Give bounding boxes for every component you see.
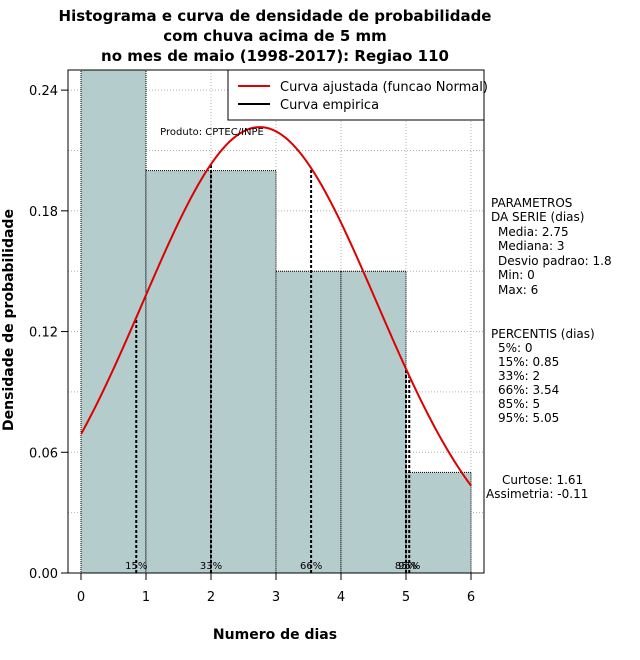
x-tick-label: 3	[272, 590, 280, 605]
chart-title: Histograma e curva de densidade de proba…	[59, 7, 492, 65]
title-line-3: no mes de maio (1998-2017): Regiao 110	[101, 47, 449, 65]
x-tick-label: 1	[142, 590, 150, 605]
y-tick-label: 0.00	[29, 567, 58, 582]
x-tick-label: 5	[402, 590, 410, 605]
y-tick-label: 0.06	[29, 446, 58, 461]
percentis-line: 33%: 2	[498, 369, 540, 383]
parametros-line: Desvio padrao: 1.8	[498, 254, 612, 268]
title-line-1: Histograma e curva de densidade de proba…	[59, 7, 492, 25]
x-tick-label: 0	[77, 590, 85, 605]
legend-box	[227, 69, 485, 121]
y-tick-label: 0.18	[29, 205, 58, 220]
percentis-line: 95%: 5.05	[498, 411, 559, 425]
y-tick-label: 0.24	[29, 84, 58, 99]
histogram-bar	[275, 270, 342, 574]
percentis-block: PERCENTIS (dias) 5%: 0 15%: 0.85 33%: 2 …	[491, 327, 595, 425]
percentile-label: 15%	[125, 561, 147, 572]
y-axis: 0.00 0.06 0.12 0.18 0.24	[29, 84, 69, 582]
percentis-line: 85%: 5	[498, 397, 540, 411]
parametros-line: Mediana: 3	[498, 239, 565, 253]
histogram-bar	[145, 170, 212, 574]
legend-label-normal: Curva ajustada (funcao Normal)	[280, 80, 488, 95]
percentile-label: 85%	[395, 561, 417, 572]
credit-label: Produto: CPTEC/INPE	[160, 127, 264, 138]
kurtosis-label: Curtose: 1.61	[502, 473, 583, 487]
percentile-label: 33%	[200, 561, 222, 572]
x-axis: 0 1 2 3 4 5 6	[77, 572, 475, 605]
x-tick-label: 2	[207, 590, 215, 605]
parametros-line: Media: 2.75	[498, 225, 569, 239]
x-tick-label: 6	[467, 590, 475, 605]
title-line-2: com chuva acima de 5 mm	[163, 27, 387, 45]
legend-label-empirical: Curva empirica	[280, 98, 379, 113]
parametros-block: PARAMETROS DA SERIE (dias) Media: 2.75 M…	[491, 196, 612, 297]
x-tick-label: 4	[337, 590, 345, 605]
percentis-line: 66%: 3.54	[498, 383, 559, 397]
y-tick-label: 0.12	[29, 326, 58, 341]
skewness-label: Assimetria: -0.11	[486, 487, 588, 501]
normal-curve	[80, 126, 472, 487]
parametros-line: DA SERIE (dias)	[491, 210, 584, 224]
normal-curve-layer	[80, 126, 472, 487]
parametros-line: Min: 0	[498, 268, 535, 282]
percentile-lines: 15% 33% 66% 85%95%	[125, 164, 420, 573]
x-axis-title: Numero de dias	[213, 627, 337, 643]
percentis-line: PERCENTIS (dias)	[491, 327, 595, 341]
legend: Curva ajustada (funcao Normal) Curva emp…	[227, 69, 488, 121]
histogram-bar	[210, 170, 277, 574]
percentile-label: 66%	[300, 561, 322, 572]
parametros-line: Max: 6	[498, 283, 538, 297]
histogram-bar	[340, 270, 407, 574]
y-axis-title: Densidade de probabilidade	[1, 209, 17, 431]
histogram-bars	[80, 69, 472, 574]
shape-block: Curtose: 1.61 Assimetria: -0.11	[486, 473, 588, 501]
percentile-label: 95%	[398, 561, 420, 572]
histogram-bar	[405, 471, 472, 574]
percentis-line: 15%: 0.85	[498, 355, 559, 369]
percentis-line: 5%: 0	[498, 341, 533, 355]
parametros-line: PARAMETROS	[491, 196, 572, 210]
